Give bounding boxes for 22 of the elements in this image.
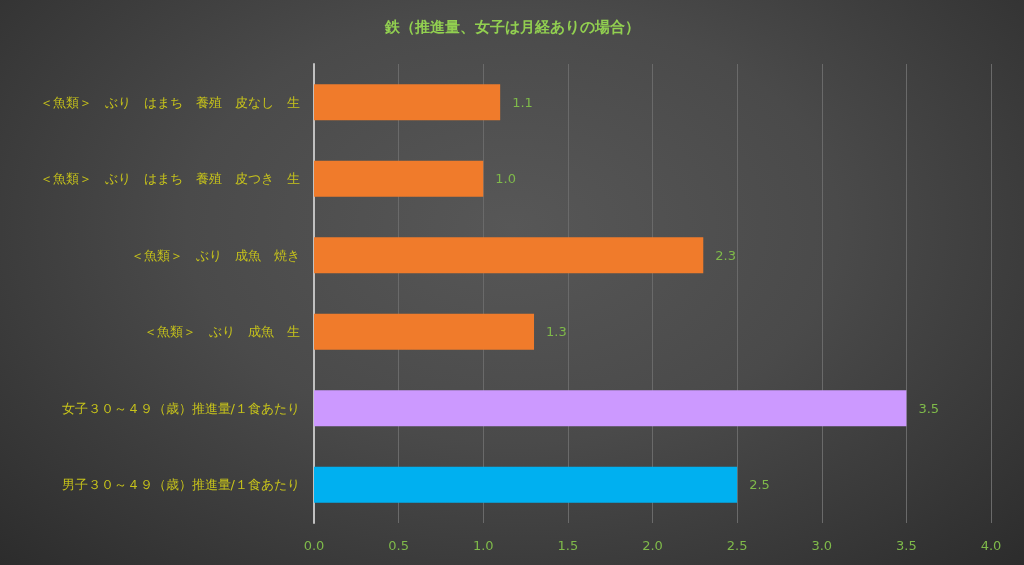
y-tick-label: 女子３０～４９（歳）推進量/１食あたり [61,400,300,416]
y-tick-label: ＜魚類＞ ぶり 成魚 生 [144,324,300,340]
x-tick-label: 1.0 [472,538,494,553]
x-tick-label: 1.5 [557,538,579,553]
chart-title: 鉄（推進量、女子は月経ありの場合） [383,17,640,36]
x-tick-label: 2.5 [726,538,748,553]
x-tick-label: 0.5 [388,538,409,553]
data-label: 3.5 [918,400,940,416]
x-tick-label: 4.0 [980,538,1002,553]
x-tick-label: 3.5 [896,538,917,553]
data-label: 1.0 [495,171,516,187]
x-tick-label: 2.0 [642,538,663,553]
y-tick-label: ＜魚類＞ ぶり はまち 養殖 皮つき 生 [40,171,300,187]
y-tick-label: ＜魚類＞ ぶり はまち 養殖 皮なし 生 [40,94,300,110]
x-tick-label: 3.0 [811,538,833,553]
data-label: 2.3 [715,247,736,263]
x-tick-label: 0.0 [303,538,325,553]
y-tick-label: 男子３０～４９（歳）推進量/１食あたり [61,477,300,493]
data-label: 1.3 [546,324,567,340]
y-tick-label: ＜魚類＞ ぶり 成魚 焼き [131,247,300,263]
data-label: 1.1 [512,94,533,110]
data-label: 2.5 [749,477,770,493]
